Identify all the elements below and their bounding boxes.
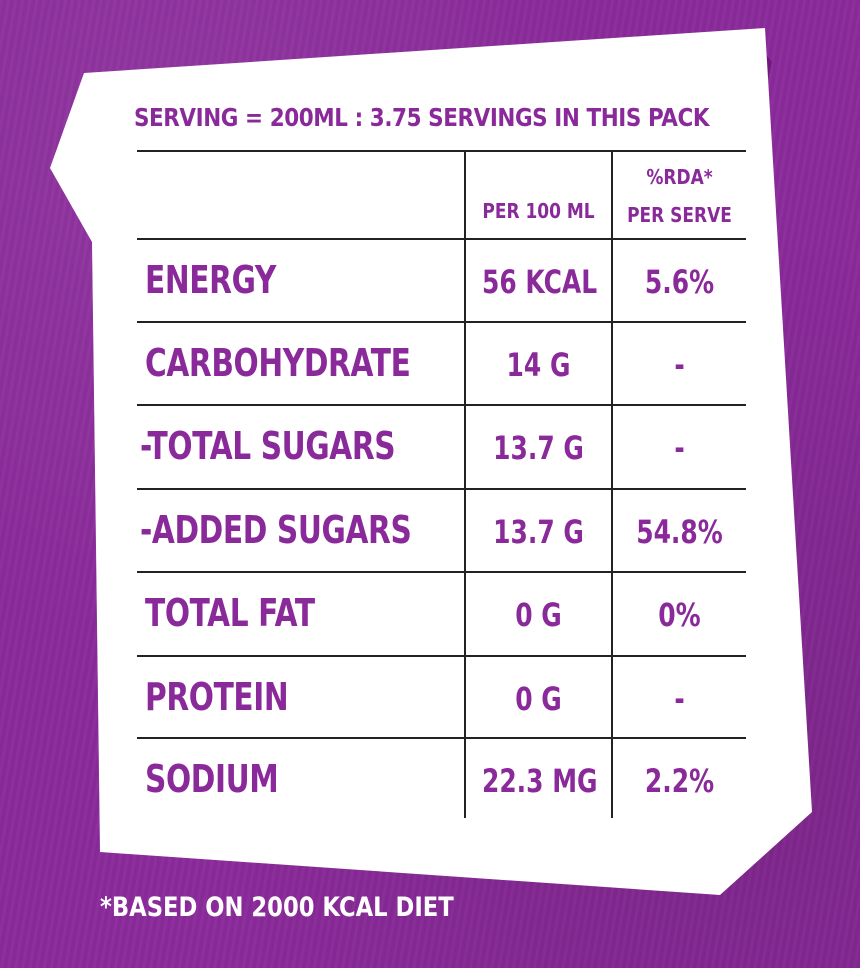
nutrient-name: SODIUM [145,757,279,801]
table-rule-header [137,238,746,240]
nutrient-rda: 0% [658,596,701,634]
column-header-rda-line1: %RDA* [646,165,713,189]
table-rule-row2 [137,404,746,406]
rda-footnote: *BASED ON 2000 KCAL DIET [100,892,454,923]
serving-info: SERVING = 200ML : 3.75 SERVINGS IN THIS … [134,103,710,132]
nutrient-rda: 54.8% [636,513,723,551]
nutrient-per-100ml: 13.7 G [493,429,584,467]
nutrient-rda: - [674,346,685,384]
nutrient-name: ENERGY [145,258,276,302]
table-rule-row3 [137,488,746,490]
column-header-rda: %RDA* PER SERVE [623,166,736,226]
table-rule-row5 [137,655,746,657]
table-column-divider-1 [464,150,466,818]
nutrient-name: -ADDED SUGARS [140,508,412,552]
nutrient-rda: 5.6% [644,263,715,301]
nutrient-per-100ml: 13.7 G [493,513,584,551]
nutrient-per-100ml: 14 G [506,346,571,384]
table-rule-row4 [137,571,746,573]
nutrient-name: PROTEIN [145,675,289,719]
column-header-per-100ml: PER 100 ML [482,199,595,223]
table-column-divider-2 [611,150,613,818]
nutrient-per-100ml: 56 KCAL [481,263,598,301]
table-rule-row6 [137,737,746,739]
nutrient-per-100ml: 22.3 MG [481,762,598,800]
nutrient-rda: - [674,429,685,467]
column-header-rda-line2: PER SERVE [627,203,732,227]
nutrient-per-100ml: 0 G [515,596,562,634]
nutrient-per-100ml: 0 G [515,680,562,718]
nutrient-name: -TOTAL SUGARS [140,424,396,468]
nutrient-rda: 2.2% [644,762,715,800]
nutrient-name: CARBOHYDRATE [145,341,411,385]
nutrient-rda: - [674,680,685,718]
nutrient-name: TOTAL FAT [145,591,315,635]
table-rule-row1 [137,321,746,323]
table-rule-top [137,150,746,152]
